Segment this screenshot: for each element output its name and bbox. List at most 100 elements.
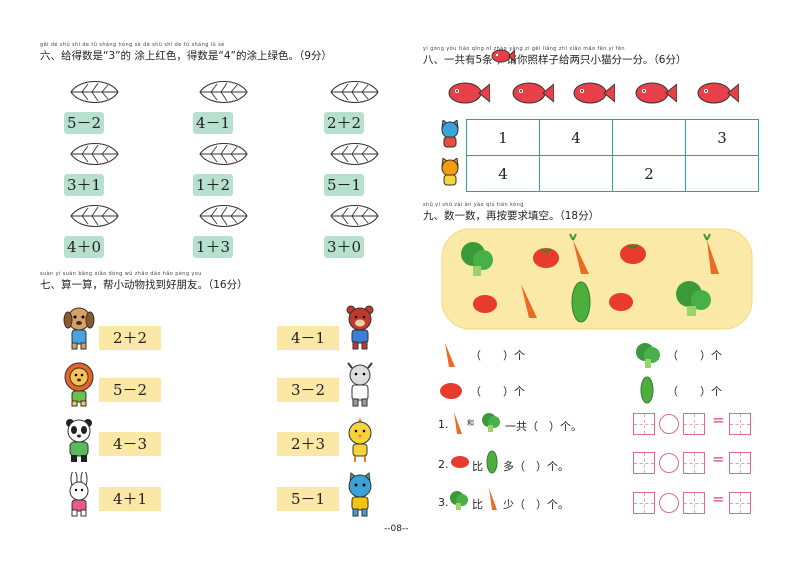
- leaf-icon[interactable]: [328, 204, 380, 228]
- broccoli-icon: [482, 413, 500, 432]
- expression-box: 5－2: [64, 112, 104, 134]
- left-expression[interactable]: 2＋2: [99, 326, 161, 350]
- expression-box: 3＋0: [324, 236, 364, 258]
- leaf-icon[interactable]: [328, 80, 380, 104]
- question-connector: 比: [472, 498, 483, 511]
- section9-pinyin: shǔ yi shǔ zài àn yāo qiú tián kòng: [423, 202, 524, 208]
- carrot-count[interactable]: （ ）个: [470, 349, 525, 362]
- tomato-icon: [473, 295, 497, 313]
- cat-icon: [441, 120, 459, 148]
- table-cell[interactable]: [685, 155, 759, 192]
- expression-box: 4－1: [193, 112, 233, 134]
- broccoli-icon: [636, 343, 660, 368]
- broccoli-icon: [461, 242, 493, 276]
- chick-icon: [348, 418, 372, 462]
- question-3-end[interactable]: 少（ ）个。: [503, 498, 569, 511]
- cucumber-icon: [486, 450, 498, 474]
- section8-title: yí gòng yǒu tiáo qǐng nǐ zhào yàng zi gě…: [423, 46, 687, 67]
- fish-icon: [512, 82, 554, 104]
- fish-icon: [573, 82, 615, 104]
- leaf-icon[interactable]: [197, 204, 249, 228]
- question-number: 2.: [438, 458, 449, 471]
- leaf-icon[interactable]: [328, 142, 380, 166]
- expression-box: 4＋0: [64, 236, 104, 258]
- rabbit-icon: [69, 472, 89, 517]
- broccoli-icon: [676, 281, 711, 316]
- leaf-icon[interactable]: [197, 142, 249, 166]
- cat-icon: [441, 158, 459, 186]
- question-2-end[interactable]: 多（ ）个。: [503, 460, 569, 473]
- section6-pinyin: gěi dé shù shì de tú shàng hóng sè dé sh…: [40, 42, 225, 48]
- broccoli-count[interactable]: （ ）个: [667, 349, 722, 362]
- table-cell[interactable]: [612, 119, 686, 156]
- section7-title-text: 七、算一算，帮小动物找到好朋友。（16分）: [40, 279, 248, 291]
- section7-title: suàn yi suàn bāng xiǎo dòng wù zhǎo dào …: [40, 271, 248, 292]
- tomato-icon: [451, 456, 469, 468]
- answer-box[interactable]: [729, 413, 751, 435]
- fish-icon: [635, 82, 677, 104]
- page-number: --08--: [384, 524, 409, 534]
- question-1: 1.: [438, 418, 449, 431]
- equals-sign: =: [712, 450, 725, 468]
- section9-title-text: 九、数一数，再按要求填空。（18分）: [423, 210, 600, 222]
- vegetable-panel: [441, 228, 753, 330]
- cat-icon: [348, 472, 372, 517]
- goat-icon: [347, 362, 373, 407]
- cucumber-icon: [640, 376, 654, 404]
- fish-icon: [697, 82, 739, 104]
- expression-box: 2＋2: [324, 112, 364, 134]
- table-cell[interactable]: [539, 155, 613, 192]
- answer-box[interactable]: [683, 492, 705, 514]
- leaf-icon[interactable]: [68, 80, 120, 104]
- right-expression[interactable]: 5－1: [277, 487, 339, 511]
- lion-icon: [64, 362, 94, 407]
- left-expression[interactable]: 4－3: [99, 432, 161, 456]
- operator-circle[interactable]: [659, 453, 679, 473]
- table-cell[interactable]: 1: [466, 119, 540, 156]
- expression-box: 3＋1: [64, 174, 104, 196]
- left-expression[interactable]: 5－2: [99, 378, 161, 402]
- right-expression[interactable]: 4－1: [277, 326, 339, 350]
- operator-circle[interactable]: [659, 414, 679, 434]
- right-expression[interactable]: 3－2: [277, 378, 339, 402]
- tomato-icon: [440, 383, 462, 399]
- section8-title-text: 八、一共有5条 ，请你照样子给两只小猫分一分。（6分）: [423, 54, 687, 66]
- section6-title: gěi dé shù shì de tú shàng hóng sè dé sh…: [40, 42, 332, 63]
- left-expression[interactable]: 4＋1: [99, 487, 161, 511]
- question-1-end[interactable]: 一共（ ）个。: [505, 420, 582, 433]
- leaf-icon[interactable]: [68, 142, 120, 166]
- answer-box[interactable]: [633, 492, 655, 514]
- panda-icon: [66, 419, 92, 462]
- section6-title-text: 六、给得数是“3”的 涂上红色，得数是“4”的涂上绿色。（9分）: [40, 50, 332, 62]
- operator-circle[interactable]: [659, 493, 679, 513]
- equals-sign: =: [712, 490, 725, 508]
- expression-box: 5－1: [324, 174, 364, 196]
- answer-box[interactable]: [683, 413, 705, 435]
- question-number: 1.: [438, 418, 449, 431]
- answer-box[interactable]: [729, 452, 751, 474]
- tomato-icon: [620, 244, 646, 264]
- answer-box[interactable]: [729, 492, 751, 514]
- cucumber-count[interactable]: （ ）个: [667, 385, 722, 398]
- dog-icon: [63, 307, 95, 350]
- table-cell[interactable]: 4: [466, 155, 540, 192]
- leaf-icon[interactable]: [68, 204, 120, 228]
- tomato-icon: [609, 293, 633, 311]
- table-cell[interactable]: 3: [685, 119, 759, 156]
- tomato-icon: [533, 248, 559, 268]
- carrot-icon: [454, 412, 462, 434]
- carrot-icon: [445, 343, 455, 367]
- section9-title: shǔ yi shǔ zài àn yāo qiú tián kòng 九、数一…: [423, 202, 600, 223]
- section7-pinyin: suàn yi suàn bāng xiǎo dòng wù zhǎo dào …: [40, 271, 202, 277]
- answer-box[interactable]: [633, 452, 655, 474]
- tomato-count[interactable]: （ ）个: [470, 385, 525, 398]
- bear-icon: [346, 305, 374, 350]
- answer-box[interactable]: [633, 413, 655, 435]
- answer-box[interactable]: [683, 452, 705, 474]
- right-expression[interactable]: 2＋3: [277, 432, 339, 456]
- table-cell[interactable]: 2: [612, 155, 686, 192]
- table-cell[interactable]: 4: [539, 119, 613, 156]
- expression-box: 1＋3: [193, 236, 233, 258]
- question-connector: 比: [472, 460, 483, 473]
- leaf-icon[interactable]: [197, 80, 249, 104]
